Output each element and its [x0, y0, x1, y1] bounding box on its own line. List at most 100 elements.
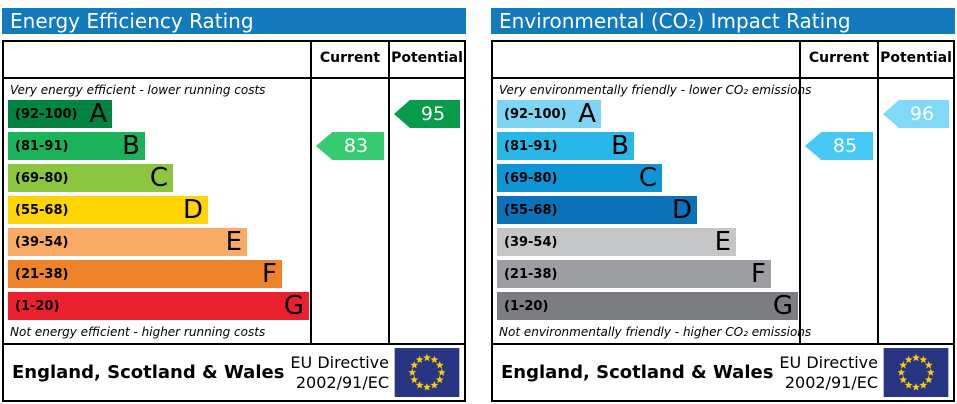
band-range-label: (92-100): [504, 106, 567, 122]
band-row-e: (39-54) E: [8, 228, 310, 256]
band-bar-e: (39-54) E: [497, 228, 736, 256]
band-range-label: (21-38): [504, 266, 558, 282]
eu-directive-label: EU Directive 2002/91/EC: [779, 353, 878, 391]
band-range-label: (81-91): [504, 138, 558, 154]
bands-area: Very energy efficient - lower running co…: [4, 79, 310, 343]
band-letter: A: [578, 99, 596, 129]
column-header-row: Current Potential: [4, 42, 464, 79]
band-letter: E: [225, 227, 242, 257]
eu-flag-star: [919, 355, 928, 364]
panel-title: Environmental (CO₂) Impact Rating: [491, 8, 955, 34]
band-row-c: (69-80) C: [8, 164, 310, 192]
eu-flag-star: [904, 381, 913, 389]
bottom-caption: Not environmentally friendly - higher CO…: [499, 325, 812, 339]
eu-flag-star: [423, 383, 431, 391]
eu-flag-star: [408, 368, 417, 376]
band-range-label: (21-38): [15, 266, 69, 282]
band-range-label: (81-91): [15, 138, 69, 154]
bottom-caption: Not energy efficient - higher running co…: [10, 325, 266, 339]
eu-flag-star: [912, 353, 920, 362]
current-rating-arrow: 85: [805, 132, 873, 160]
footer-row: England, Scotland & Wales EU Directive 2…: [4, 343, 464, 400]
band-bar-f: (21-38) F: [8, 260, 282, 288]
top-caption: Very energy efficient - lower running co…: [10, 83, 266, 97]
eu-flag-star: [919, 381, 928, 389]
band-bar-a: (92-100) A: [497, 100, 601, 128]
eu-flag-star: [926, 368, 935, 376]
bands-row: Very energy efficient - lower running co…: [4, 79, 464, 343]
eu-flag-star: [899, 375, 908, 384]
eu-flag-star: [430, 381, 439, 389]
band-row-f: (21-38) F: [8, 260, 310, 288]
current-value-cell: 85: [799, 79, 877, 343]
rating-table: Current Potential Very energy efficient …: [2, 40, 466, 402]
eu-directive-label: EU Directive 2002/91/EC: [290, 353, 389, 391]
band-bar-e: (39-54) E: [8, 228, 247, 256]
eu-flag-star: [435, 361, 444, 369]
band-row-d: (55-68) D: [8, 196, 310, 224]
band-letter: A: [89, 99, 107, 129]
eu-flag-star: [899, 361, 908, 369]
eu-flag-star: [410, 361, 419, 369]
band-row-f: (21-38) F: [497, 260, 799, 288]
band-bar-a: (92-100) A: [8, 100, 112, 128]
eu-flag-star: [912, 383, 920, 391]
environmental-impact-panel: Environmental (CO₂) Impact Rating Curren…: [491, 8, 955, 402]
band-letter: C: [638, 163, 657, 193]
current-rating-arrow: 83: [316, 132, 384, 160]
eu-flag-star: [423, 353, 431, 362]
band-bar-b: (81-91) B: [8, 132, 145, 160]
eu-flag-star: [924, 375, 933, 384]
band-letter: F: [751, 259, 766, 289]
eu-flag-star: [415, 355, 424, 364]
eu-flag-star: [897, 368, 906, 376]
band-letter: D: [182, 195, 203, 225]
eu-flag-star: [924, 361, 933, 369]
rating-table: Current Potential Very environmentally f…: [491, 40, 955, 402]
band-range-label: (1-20): [15, 298, 60, 314]
band-bar-c: (69-80) C: [497, 164, 662, 192]
current-column-header: Current: [799, 42, 877, 77]
potential-column-header: Potential: [877, 42, 953, 77]
current-column-header: Current: [310, 42, 388, 77]
current-value-cell: 83: [310, 79, 388, 343]
band-range-label: (55-68): [504, 202, 558, 218]
band-bar-d: (55-68) D: [8, 196, 208, 224]
band-row-c: (69-80) C: [497, 164, 799, 192]
band-bar-f: (21-38) F: [497, 260, 771, 288]
band-range-label: (39-54): [504, 234, 558, 250]
band-row-b: (81-91) B: [8, 132, 310, 160]
band-bar-b: (81-91) B: [497, 132, 634, 160]
eu-flag-icon: [394, 348, 460, 397]
eu-flag-star: [435, 375, 444, 384]
top-caption: Very environmentally friendly - lower CO…: [499, 83, 812, 97]
potential-column-header: Potential: [388, 42, 464, 77]
potential-rating-arrow: 95: [394, 100, 460, 128]
region-label: England, Scotland & Wales: [12, 362, 285, 383]
band-letter: B: [611, 131, 629, 161]
band-range-label: (69-80): [504, 170, 558, 186]
eu-flag-star: [415, 381, 424, 389]
band-row-g: (1-20) G: [497, 292, 799, 320]
potential-rating-arrow: 96: [883, 100, 949, 128]
band-bar-c: (69-80) C: [8, 164, 173, 192]
band-letter: C: [149, 163, 168, 193]
bands-row: Very environmentally friendly - lower CO…: [493, 79, 953, 343]
eu-flag-star: [430, 355, 439, 364]
eu-directive-line1: EU Directive: [779, 353, 878, 373]
band-range-label: (1-20): [504, 298, 549, 314]
eu-directive-line2: 2002/91/EC: [295, 372, 389, 392]
region-label: England, Scotland & Wales: [501, 362, 774, 383]
band-row-d: (55-68) D: [497, 196, 799, 224]
eu-flag-icon: [883, 348, 949, 397]
band-list: (92-100) A (81-91) B (69-80) C (55-68) D (39-54)…: [8, 100, 310, 320]
eu-directive-line2: 2002/91/EC: [784, 372, 878, 392]
band-range-label: (55-68): [15, 202, 69, 218]
potential-value-cell: 95: [388, 79, 464, 343]
eu-flag-star: [410, 375, 419, 384]
band-row-g: (1-20) G: [8, 292, 310, 320]
band-bar-g: (1-20) G: [8, 292, 309, 320]
column-header-row: Current Potential: [493, 42, 953, 79]
header-spacer: [493, 42, 799, 77]
